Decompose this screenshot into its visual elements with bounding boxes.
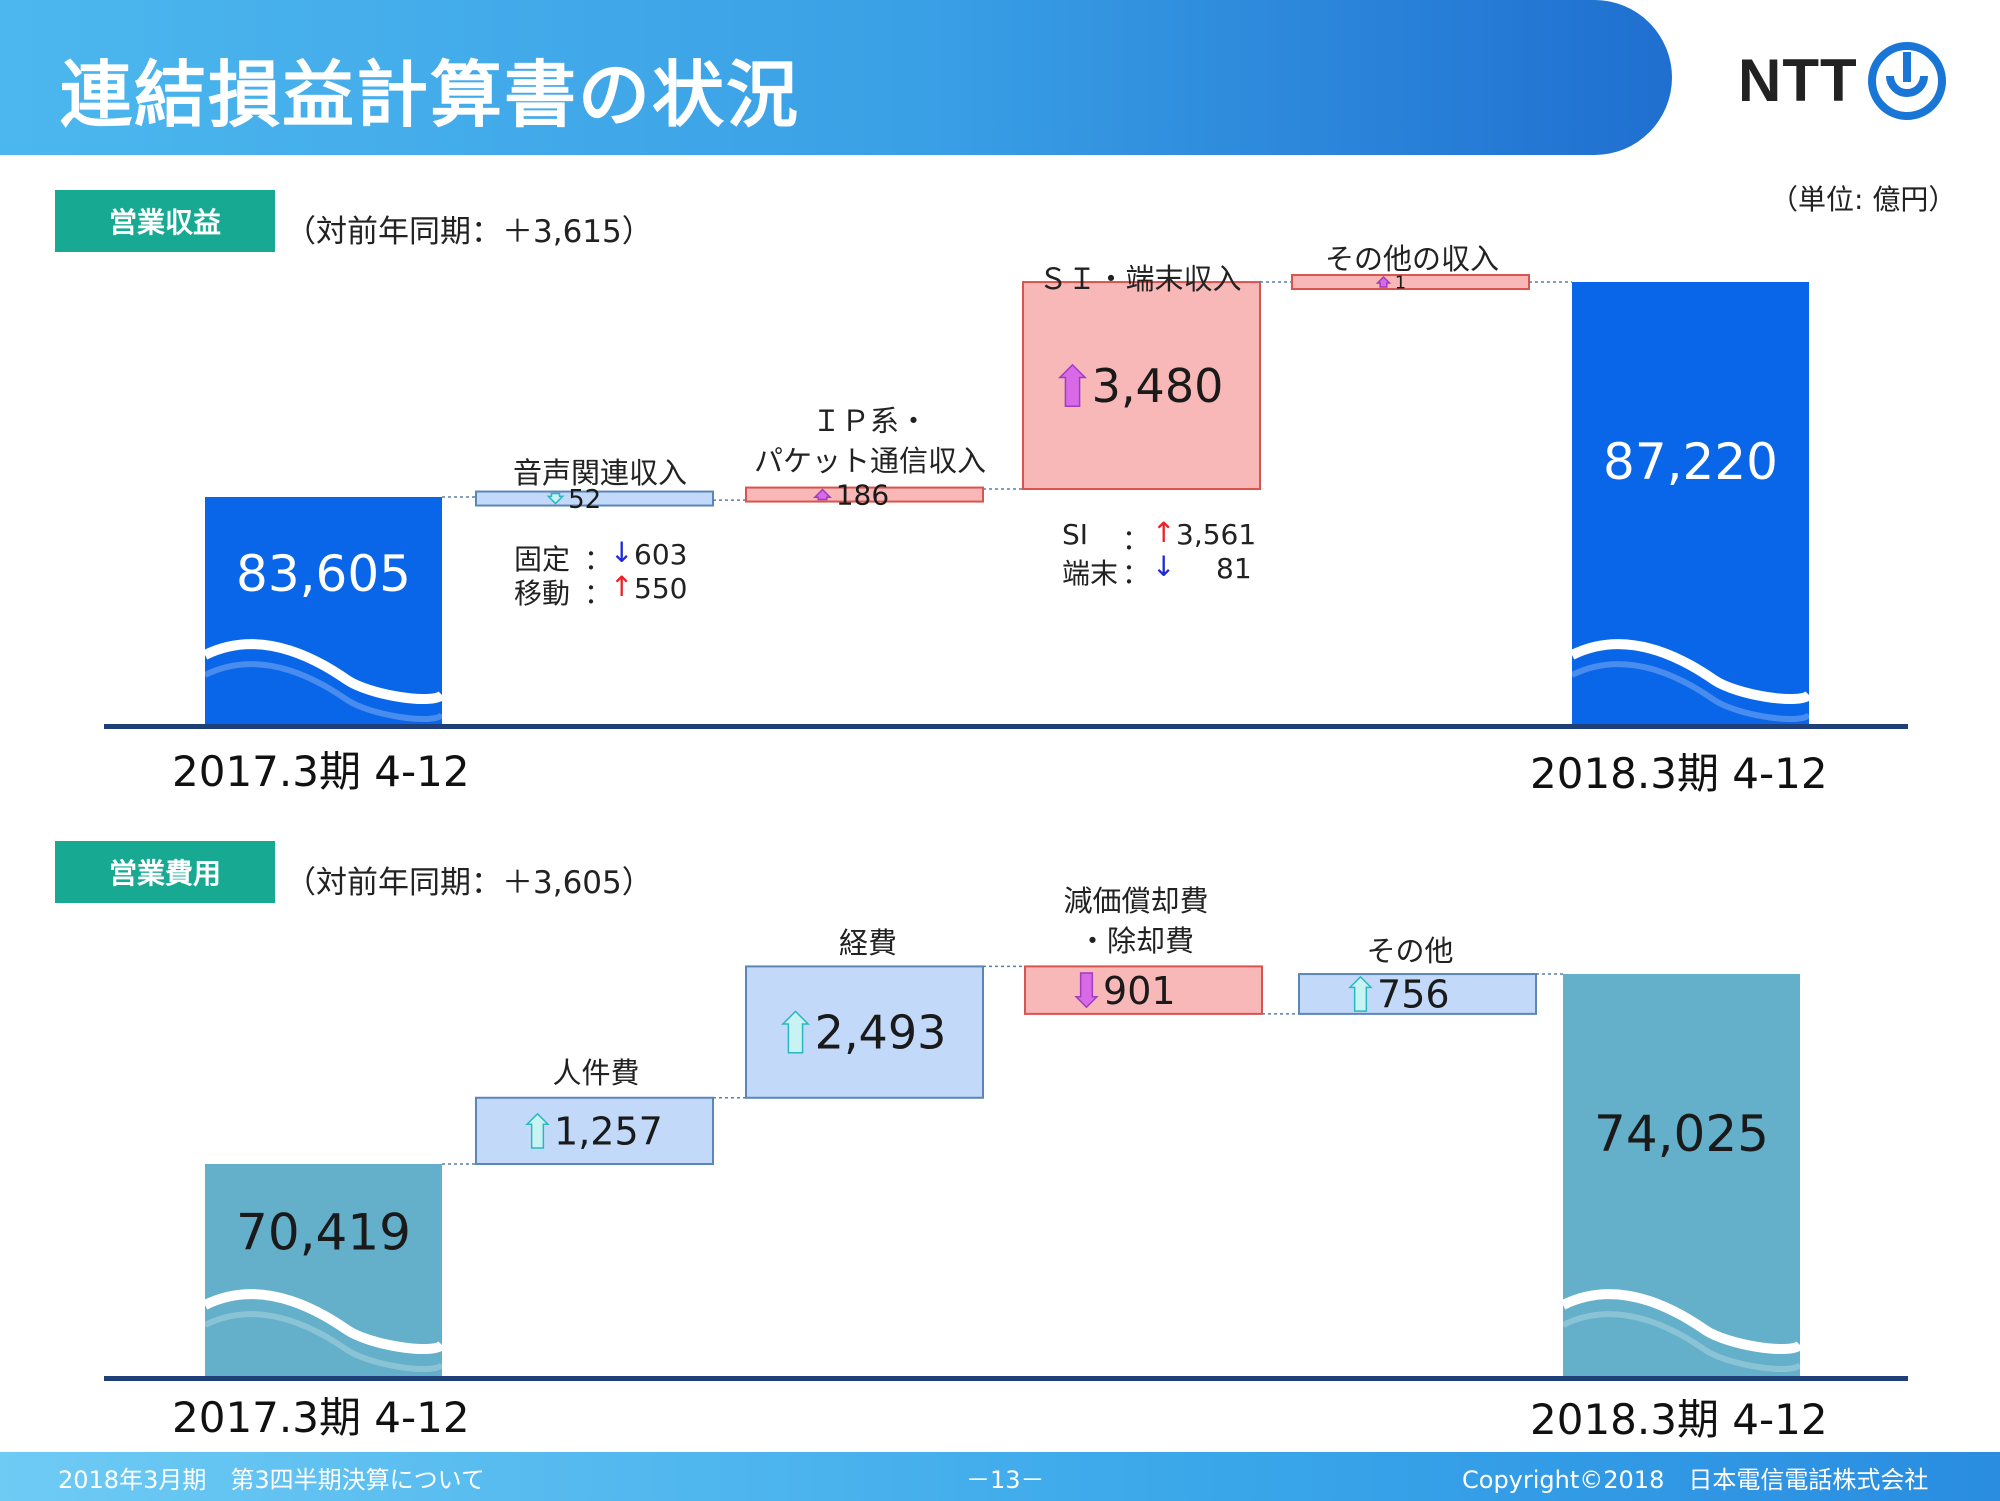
si-sub-device-sep: ： xyxy=(1122,557,1151,590)
delta-bar-label-2: 2,493 xyxy=(815,1006,947,1060)
footer-page-number: －13－ xyxy=(966,1466,1045,1494)
ntt-logo-icon xyxy=(1868,42,1946,120)
bar-wave-shadow-5 xyxy=(1570,661,1812,723)
bar-wave-decoration-0 xyxy=(202,639,446,705)
up-arrow-icon-4 xyxy=(1375,275,1392,288)
expense-expenses-label: 経費 xyxy=(838,926,897,960)
page-title: 連結損益計算書の状況 xyxy=(60,53,801,137)
voice-sub-mobile-name: 移動 xyxy=(514,577,571,610)
delta-bar-label-1: 52 xyxy=(568,485,601,515)
down-arrow-icon-1 xyxy=(546,492,565,505)
down-arrow-icon-3 xyxy=(1074,972,1099,1009)
expense-period-end: 2018.3期 4-12 xyxy=(1530,1395,1828,1444)
si-sub-si-name: SI xyxy=(1062,518,1089,551)
voice-sub-mobile-value: 550 xyxy=(634,572,688,605)
bar-wave-decoration-5 xyxy=(1560,1289,1804,1355)
si-sub-si-arrow: ↑ xyxy=(1152,516,1176,549)
header-banner xyxy=(0,0,1672,155)
expense-depr-label-1: 減価償却費 xyxy=(1063,884,1209,918)
delta-bar-2 xyxy=(745,965,984,1099)
si-sub-device-value: 81 xyxy=(1216,552,1252,585)
delta-bar-2 xyxy=(745,486,984,503)
revenue-tag: 営業収益 xyxy=(55,190,275,252)
expense-bars: 70,419 1,257 2,493 901 756 74,025 xyxy=(104,965,1908,1381)
expense-delta: （対前年同期：＋3,605） xyxy=(285,865,653,901)
total-bar-label-5: 74,025 xyxy=(1594,1105,1769,1163)
revenue-voice-label: 音声関連収入 xyxy=(512,456,687,490)
voice-sub-fixed-value: 603 xyxy=(634,538,688,571)
footer-bar xyxy=(0,1452,2000,1501)
revenue-bars: 83,605 52 186 3,480 1 87,220 xyxy=(104,273,1908,729)
revenue-period-end: 2018.3期 4-12 xyxy=(1530,749,1828,798)
ntt-logo-text: NTT xyxy=(1738,47,1858,114)
voice-sub-mobile-sep: ： xyxy=(584,577,613,610)
bar-wave-shadow-0 xyxy=(203,661,445,723)
revenue-ip-label-1: ＩＰ系・ xyxy=(811,404,928,438)
x-axis-line xyxy=(104,724,1908,729)
voice-sub-fixed-sep: ： xyxy=(584,543,613,576)
footer-copyright: Copyright©2018 日本電信電話株式会社 xyxy=(1462,1466,1929,1494)
total-bar-label-0: 70,419 xyxy=(236,1204,411,1262)
si-sub-si-sep: ： xyxy=(1122,523,1151,556)
total-bar-label-5: 87,220 xyxy=(1603,433,1778,491)
expense-tag: 営業費用 xyxy=(55,841,275,903)
footer-left: 2018年3月期 第3四半期決算について xyxy=(58,1466,485,1494)
unit-note: （単位: 億円） xyxy=(1770,183,1957,216)
bar-wave-decoration-5 xyxy=(1569,639,1813,705)
voice-sub-fixed-arrow: ↓ xyxy=(610,536,634,569)
total-bar-5 xyxy=(1572,282,1809,724)
delta-bar-3 xyxy=(1022,281,1261,491)
delta-bar-label-3: 901 xyxy=(1103,969,1176,1013)
expense-other-label: その他 xyxy=(1366,934,1454,968)
delta-bar-label-3: 3,480 xyxy=(1092,359,1224,413)
bar-wave-shadow-0 xyxy=(203,1311,445,1373)
delta-bar-1 xyxy=(475,1096,714,1165)
si-sub-device-arrow: ↓ xyxy=(1152,550,1176,583)
expense-depr-label-2: ・除却費 xyxy=(1077,924,1194,958)
revenue-si-label: ＳＩ・端末収入 xyxy=(1038,262,1242,296)
revenue-other-label: その他の収入 xyxy=(1324,242,1499,276)
delta-bar-label-4: 756 xyxy=(1377,973,1450,1017)
revenue-period-start: 2017.3期 4-12 xyxy=(172,747,470,796)
up-arrow-icon-3 xyxy=(1058,363,1087,407)
total-bar-label-0: 83,605 xyxy=(236,545,411,603)
delta-bar-3 xyxy=(1024,965,1263,1015)
expense-personnel-label: 人件費 xyxy=(552,1056,640,1090)
delta-bar-label-2: 186 xyxy=(836,479,889,512)
voice-sub-mobile-arrow: ↑ xyxy=(610,570,634,603)
revenue-ip-label-2: パケット通信収入 xyxy=(753,444,986,478)
x-axis-line xyxy=(104,1376,1908,1381)
up-arrow-icon-4 xyxy=(1348,975,1373,1012)
up-arrow-icon-2 xyxy=(812,488,833,501)
voice-sub-fixed-name: 固定 xyxy=(514,543,571,576)
delta-bar-1 xyxy=(475,490,714,507)
total-bar-5 xyxy=(1563,974,1800,1376)
revenue-delta: （対前年同期：＋3,615） xyxy=(285,214,653,250)
si-sub-device-name: 端末 xyxy=(1062,557,1119,590)
up-arrow-icon-1 xyxy=(525,1112,550,1149)
delta-bar-label-1: 1,257 xyxy=(554,1110,663,1154)
up-arrow-icon-2 xyxy=(781,1010,810,1054)
total-bar-0 xyxy=(205,1164,442,1376)
expense-period-start: 2017.3期 4-12 xyxy=(172,1393,470,1442)
delta-bar-label-4: 1 xyxy=(1395,273,1406,294)
bar-wave-shadow-5 xyxy=(1561,1311,1803,1373)
bar-wave-decoration-0 xyxy=(202,1289,446,1355)
si-sub-si-value: 3,561 xyxy=(1176,518,1257,551)
delta-bar-4 xyxy=(1298,973,1537,1015)
total-bar-0 xyxy=(205,497,442,724)
